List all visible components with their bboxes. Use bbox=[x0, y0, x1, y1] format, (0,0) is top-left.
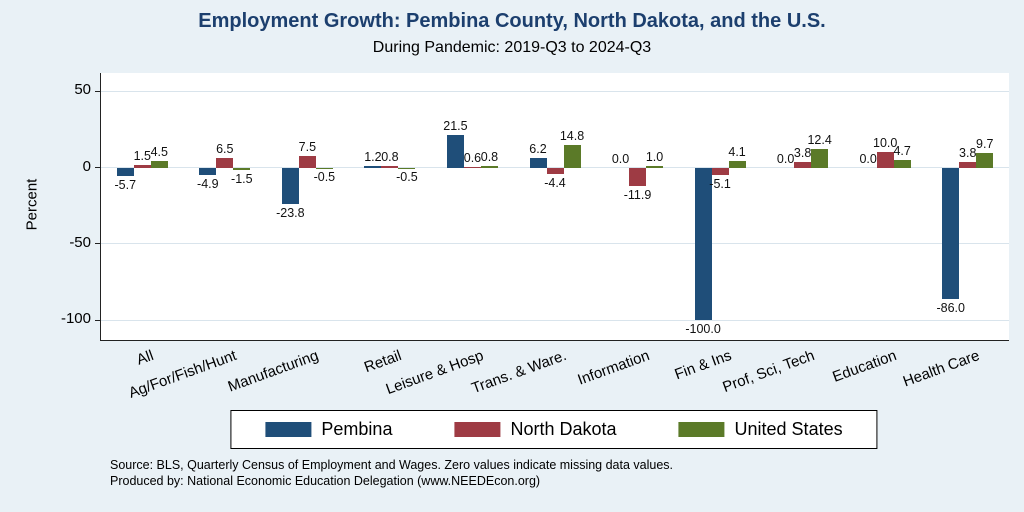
chart-subtitle: During Pandemic: 2019-Q3 to 2024-Q3 bbox=[372, 39, 652, 56]
bar-value-label: -5.1 bbox=[709, 177, 731, 192]
y-tick-label: 0 bbox=[82, 157, 91, 175]
plot-area: 50 0 -50 -100 -5.7 1.5 4.5 All -4.9 6.5 -1.5 Ag/For… bbox=[61, 73, 1009, 402]
bar-value-label: -1.5 bbox=[231, 171, 253, 186]
bar-value-label: 9.7 bbox=[976, 136, 994, 151]
bar-value-label: -4.4 bbox=[544, 176, 566, 191]
bar-value-label: 3.8 bbox=[959, 145, 977, 160]
bar-value-label: 1.0 bbox=[645, 150, 664, 165]
bar-united-states bbox=[976, 152, 994, 168]
bar-value-label: 0.0 bbox=[611, 151, 630, 166]
legend-item-pembina: Pembina bbox=[265, 419, 392, 440]
bar-pembina bbox=[942, 167, 960, 299]
bar-value-label: 7.5 bbox=[298, 140, 317, 155]
bar-value-label: 0.0 bbox=[776, 151, 795, 166]
bar-north-dakota bbox=[546, 167, 564, 175]
legend-label: North Dakota bbox=[510, 419, 617, 439]
bar-north-dakota bbox=[959, 161, 977, 168]
bar-united-states bbox=[398, 167, 416, 169]
bar-value-label: 6.5 bbox=[216, 141, 234, 156]
bar-value-label: -0.5 bbox=[313, 170, 336, 185]
bar-united-states bbox=[646, 166, 664, 168]
gridline bbox=[101, 319, 1009, 321]
bar-value-label: -100.0 bbox=[685, 322, 721, 337]
legend-label: United States bbox=[734, 419, 843, 439]
bar-value-label: -5.7 bbox=[114, 178, 137, 193]
y-axis-label: Percent bbox=[23, 178, 41, 231]
bar-value-label: 14.8 bbox=[559, 129, 585, 143]
bar-pembina bbox=[694, 167, 712, 321]
legend-swatch bbox=[265, 422, 312, 437]
bar-north-dakota bbox=[876, 152, 894, 168]
bar-united-states bbox=[563, 145, 581, 168]
legend-item-north-dakota: North Dakota bbox=[454, 419, 617, 440]
bar-north-dakota bbox=[463, 166, 481, 168]
bar-north-dakota bbox=[381, 166, 399, 168]
bar-value-label: 12.4 bbox=[807, 132, 832, 147]
bar-united-states bbox=[480, 166, 498, 168]
y-tick-label: 50 bbox=[74, 81, 91, 99]
bar-value-label: 0.6 bbox=[463, 150, 482, 165]
bar-value-label: -0.5 bbox=[396, 170, 418, 185]
bar-value-label: 4.1 bbox=[728, 145, 746, 160]
bar-united-states bbox=[233, 167, 251, 170]
bar-value-label: 10.0 bbox=[873, 136, 898, 151]
source-note-line1: Source: BLS, Quarterly Census of Employm… bbox=[110, 458, 674, 472]
bar-pembina bbox=[529, 158, 547, 168]
bar-north-dakota bbox=[711, 167, 729, 176]
bar-pembina bbox=[364, 165, 382, 168]
y-tick-mark bbox=[95, 90, 101, 92]
bar-value-label: 4.7 bbox=[893, 144, 911, 159]
bar-value-label: 1.2 bbox=[364, 149, 382, 164]
y-tick-mark bbox=[95, 167, 101, 169]
legend: Pembina North Dakota United States bbox=[230, 410, 878, 449]
chart-title: Employment Growth: Pembina County, North… bbox=[198, 10, 826, 32]
bar-value-label: 3.8 bbox=[793, 145, 812, 160]
bar-united-states bbox=[728, 161, 746, 168]
bar-north-dakota bbox=[216, 157, 234, 168]
legend-item-united-states: United States bbox=[678, 419, 843, 440]
source-note-line2: Produced by: National Economic Education… bbox=[110, 474, 541, 489]
y-tick-mark bbox=[95, 243, 101, 245]
bar-north-dakota bbox=[794, 161, 812, 168]
bar-north-dakota bbox=[133, 165, 151, 168]
bar-value-label: -86.0 bbox=[936, 300, 965, 315]
bar-north-dakota bbox=[298, 156, 316, 168]
gridline bbox=[101, 90, 1009, 92]
bar-pembina bbox=[281, 167, 299, 204]
y-tick-label: -100 bbox=[60, 310, 91, 328]
legend-swatch bbox=[454, 422, 501, 437]
bar-value-label: 21.5 bbox=[443, 118, 468, 133]
legend-swatch bbox=[678, 422, 725, 437]
bar-value-label: -23.8 bbox=[276, 205, 305, 220]
bar-value-label: 1.5 bbox=[133, 149, 151, 164]
bar-united-states bbox=[315, 167, 333, 169]
bar-value-label: 0.8 bbox=[381, 150, 399, 165]
bar-value-label: -11.9 bbox=[623, 187, 652, 202]
bar-value-label: 0.8 bbox=[480, 150, 499, 165]
bar-pembina bbox=[446, 134, 464, 168]
bar-pembina bbox=[116, 167, 134, 177]
source-notes: Source: BLS, Quarterly Census of Employm… bbox=[110, 457, 673, 490]
y-tick-label: -50 bbox=[69, 233, 91, 251]
legend-label: Pembina bbox=[321, 419, 393, 439]
bar-pembina bbox=[199, 167, 217, 176]
bar-value-label: 0.0 bbox=[859, 151, 877, 166]
y-tick-mark bbox=[95, 319, 101, 321]
bar-united-states bbox=[150, 160, 168, 168]
gridline bbox=[101, 243, 1009, 245]
bar-value-label: 4.5 bbox=[150, 144, 168, 159]
bar-value-label: -4.9 bbox=[197, 177, 219, 192]
bar-united-states bbox=[893, 160, 911, 168]
bar-united-states bbox=[811, 148, 829, 168]
bar-value-label: 6.2 bbox=[529, 142, 547, 157]
bar-north-dakota bbox=[629, 167, 647, 186]
